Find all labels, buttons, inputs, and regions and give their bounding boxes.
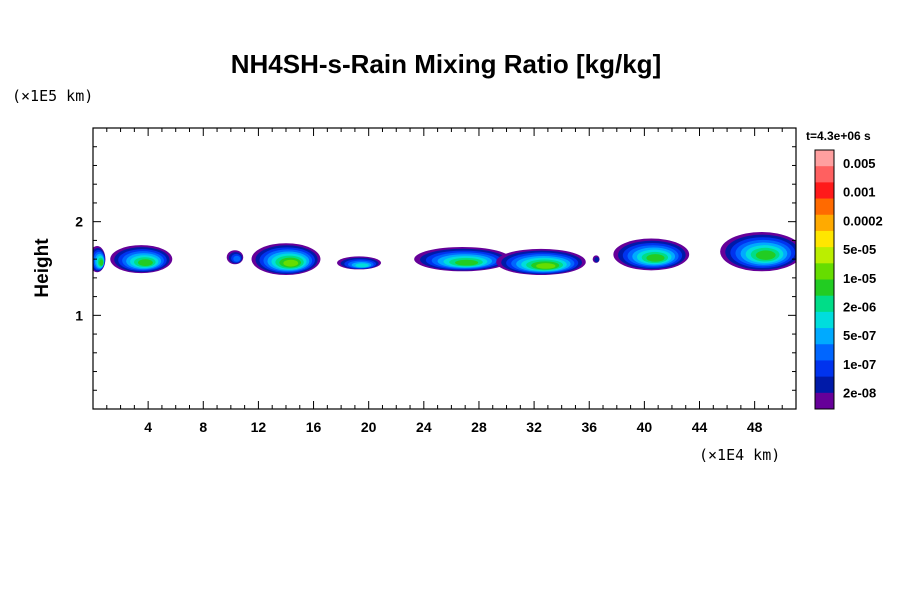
colorbar-label-1: 0.005	[843, 156, 876, 171]
cell-2-level-8	[138, 259, 153, 266]
colorbar-swatch-13	[815, 344, 834, 361]
colorbar-frame	[814, 149, 835, 410]
x-tick-label-40: 40	[637, 419, 653, 435]
y-tick-labels: 12	[75, 214, 83, 324]
cell-7	[496, 248, 586, 276]
x-unit-label: (×1E4 km)	[699, 446, 780, 464]
cell-4	[251, 243, 321, 276]
chart-title: NH4SH-s-Rain Mixing Ratio [kg/kg]	[231, 49, 661, 79]
x-tick-label-4: 4	[144, 419, 152, 435]
y-tick-label-2: 2	[75, 214, 83, 230]
cell-6-level-8	[455, 259, 479, 266]
x-tick-label-28: 28	[471, 419, 487, 435]
time-label: t=4.3e+06 s	[806, 129, 871, 143]
y-axis-label: Height	[32, 238, 53, 298]
colorbar-label-2: 0.001	[843, 185, 876, 200]
cell-8	[592, 255, 600, 263]
x-tick-label-36: 36	[581, 419, 597, 435]
colorbar-swatch-11	[815, 311, 834, 329]
cell-3-level-4	[233, 255, 241, 262]
colorbar: 0.005 0.001 0.0002 5e-05 1e-05 2e-06 5e-07 1e-0…	[814, 149, 883, 410]
cell-8-level-2	[594, 257, 600, 263]
cell-4-level-9	[283, 259, 299, 267]
x-tick-labels: 4 8 12 16 20 24 28 32 36 40 44 48	[144, 419, 762, 435]
colorbar-swatch-7	[815, 247, 834, 264]
plot-area	[93, 231, 796, 276]
colorbar-swatch-6	[815, 230, 834, 248]
cell-3	[226, 250, 244, 265]
axis-ticks	[93, 128, 796, 409]
cell-1-level-8	[99, 259, 104, 266]
cell-10	[720, 231, 796, 272]
colorbar-swatch-12	[815, 328, 834, 345]
colorbar-swatch-10	[815, 295, 834, 313]
cell-7-level-9	[536, 263, 556, 269]
colorbar-swatch-3	[815, 182, 834, 199]
colorbar-swatch-15	[815, 376, 834, 394]
cell-2	[110, 245, 173, 274]
y-tick-label-1: 1	[75, 307, 83, 323]
colorbar-swatch-5	[815, 214, 834, 232]
colorbar-swatch-9	[815, 279, 834, 297]
colorbar-label-4: 5e-05	[843, 242, 876, 257]
cell-10-level-8	[755, 250, 776, 260]
colorbar-label-8: 1e-07	[843, 357, 876, 372]
colorbar-label-9: 2e-08	[843, 386, 876, 401]
x-tick-label-24: 24	[416, 419, 432, 435]
colorbar-swatch-2	[815, 166, 834, 183]
plot-frame	[92, 127, 797, 410]
cell-6	[414, 246, 511, 272]
colorbar-swatch-14	[815, 360, 834, 378]
x-tick-label-48: 48	[747, 419, 763, 435]
x-tick-label-16: 16	[306, 419, 322, 435]
x-tick-label-20: 20	[361, 419, 377, 435]
cell-5	[336, 256, 382, 270]
cell-9	[613, 238, 690, 271]
cell-5-level-6	[355, 263, 369, 268]
x-tick-label-8: 8	[199, 419, 207, 435]
colorbar-label-5: 1e-05	[843, 271, 876, 286]
colorbar-swatch-4	[815, 198, 834, 216]
colorbar-swatch-1	[815, 150, 834, 167]
colorbar-swatch-8	[815, 263, 834, 280]
cell-9-level-8	[646, 254, 665, 262]
x-tick-label-12: 12	[251, 419, 267, 435]
colorbar-label-3: 0.0002	[843, 213, 883, 228]
x-tick-label-32: 32	[526, 419, 542, 435]
x-tick-label-44: 44	[692, 419, 708, 435]
colorbar-label-6: 2e-06	[843, 300, 876, 315]
colorbar-label-7: 5e-07	[843, 328, 876, 343]
y-unit-label: (×1E5 km)	[12, 87, 93, 105]
cell-1	[93, 246, 106, 273]
colorbar-swatch-16	[815, 392, 834, 410]
